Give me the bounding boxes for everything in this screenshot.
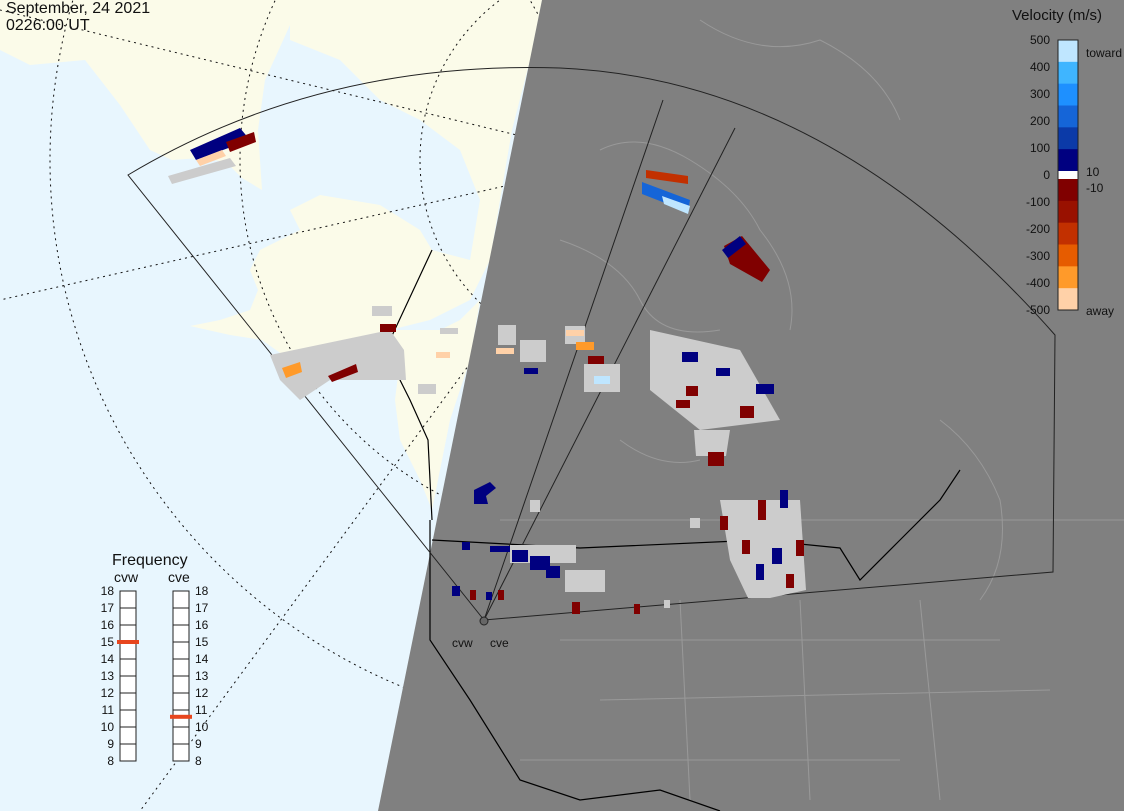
frequency-level-label: 12 [195,686,209,700]
velocity-tick-label: -500 [1026,303,1050,317]
colorbar-toward-segment [1058,105,1078,128]
colorbar-toward-segment [1058,61,1078,85]
alaska-land [190,0,542,360]
frequency-level-label: 13 [101,669,115,683]
frequency-level-label: 10 [101,720,115,734]
frequency-level-label: 16 [195,618,209,632]
velocity-tick-label: 400 [1030,60,1050,74]
frequency-level-label: 8 [195,754,202,768]
frequency-level-label: 11 [102,703,115,717]
radar-label-cvw: cvw [452,636,473,650]
colorbar-away-segment [1058,200,1078,224]
colorbar-away-segment [1058,179,1078,202]
colorbar-toward-segment [1058,149,1078,172]
frequency-marker [117,640,139,644]
alaska-border [389,249,433,521]
colorbar-toward-segment [1058,40,1078,63]
frequency-level-label: 18 [195,584,209,598]
frequency-level-label: 17 [195,601,209,615]
velocity-tick-label: 200 [1030,114,1050,128]
frequency-radar-label-cve: cve [168,569,190,585]
velocity-inner-tick-neg: -10 [1086,181,1104,195]
frequency-level-label: 13 [195,669,209,683]
colorbar-frame [1057,39,1079,311]
colorbar-toward-segment [1058,127,1078,150]
velocity-tick-label: -100 [1026,195,1050,209]
frequency-level-label: 16 [101,618,115,632]
colorbar-away-segment [1058,244,1078,267]
canada-coast-land [390,300,480,510]
colorbar-away-segment [1058,266,1078,289]
velocity-tick-labels: 500 400 300 200 100 0 -100 -200 -300 -400 -500 [1026,33,1050,317]
colorbar-zero-band [1058,171,1078,179]
velocity-tick-label: 100 [1030,141,1050,155]
radar-sites: cvw cve [452,616,509,650]
frequency-title: Frequency [112,552,188,569]
velocity-tick-label: 500 [1030,33,1050,47]
frequency-level-label: 17 [101,601,115,615]
radar-label-cve: cve [490,636,509,650]
frequency-level-label: 14 [101,652,115,666]
frequency-level-label: 11 [195,703,208,717]
frequency-level-label: 18 [101,584,115,598]
us-canada-border [431,469,961,581]
frequency-radar-label-cvw: cvw [114,569,139,585]
frequency-level-label: 9 [107,737,114,751]
header-date: September, 24 2021 [6,0,151,17]
colorbar-away-segment [1058,288,1078,311]
header-time: 0226:00 UT [6,17,90,34]
velocity-legend: Velocity (m/s) 500 400 300 200 100 0 -100 -200 -… [1012,7,1122,318]
velocity-inner-tick-pos: 10 [1086,165,1100,179]
frequency-level-label: 10 [195,720,209,734]
us-west-coast [429,520,721,811]
frequency-level-label: 15 [195,635,209,649]
velocity-away-label: away [1086,304,1114,318]
velocity-legend-title: Velocity (m/s) [1012,7,1102,24]
frequency-marker [170,714,192,719]
colorbar-away-segment [1058,222,1078,245]
frequency-level-label: 12 [101,686,115,700]
night-coastlines [500,19,1124,801]
velocity-tick-label: -200 [1026,222,1050,236]
velocity-tick-label: -300 [1026,249,1050,263]
radar-site-marker [479,616,489,626]
velocity-toward-label: toward [1086,46,1122,60]
frequency-bars: 18 17 16 15 14 13 12 11 10 9 8 18 17 16 15 14 13 12 11 10 9 8 [101,584,209,768]
frequency-level-label: 9 [195,737,202,751]
fov-cvw-edge [483,99,664,621]
frequency-level-label: 15 [101,635,115,649]
borders [389,249,961,811]
velocity-cells [190,128,804,614]
velocity-tick-label: -400 [1026,276,1050,290]
velocity-tick-label: 300 [1030,87,1050,101]
frequency-level-label: 8 [107,754,114,768]
frequency-panel: Frequency cvw cve 1817161514131211109818… [101,552,209,768]
colorbar-toward-segment [1058,83,1078,106]
velocity-colorbar [1057,39,1079,311]
frequency-level-label: 14 [195,652,209,666]
velocity-tick-label: 0 [1043,168,1050,182]
fov-outline [127,67,1056,621]
